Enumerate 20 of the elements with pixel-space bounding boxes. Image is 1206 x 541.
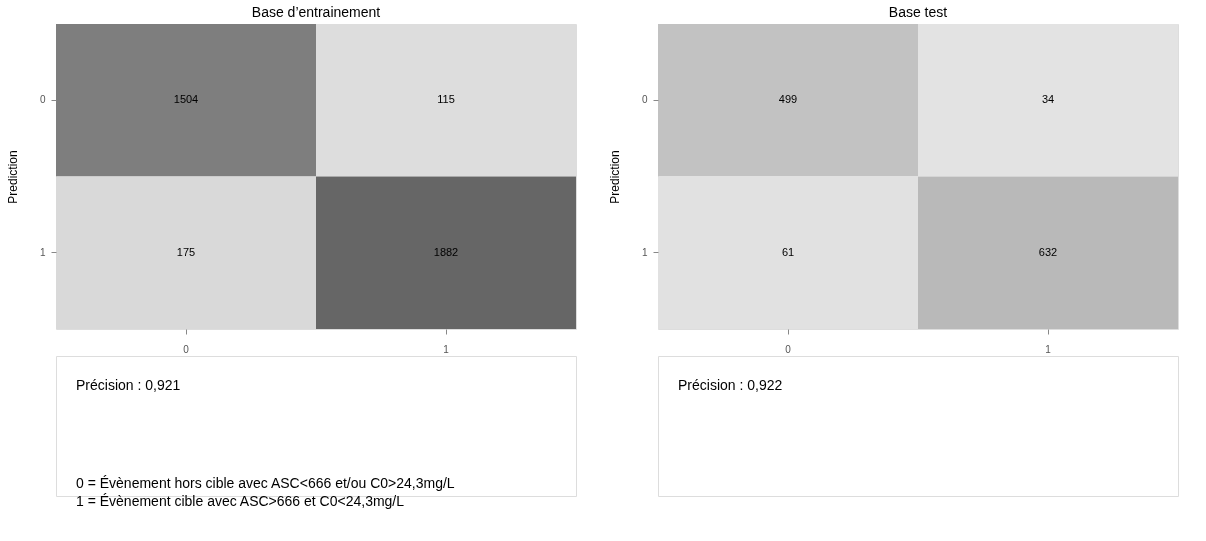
data-label: 175 xyxy=(176,245,196,258)
y-axis-title: Prediction xyxy=(607,150,622,204)
text: 1 = Évènement cible avec ASC>666 et C0<24,3mg/L xyxy=(76,493,405,509)
text: Précision : 0,922 xyxy=(678,377,783,393)
text: Précision : 0,921 xyxy=(76,377,181,393)
text: 0 = Évènement hors cible avec ASC<666 et/ou C0>24,3mg/L xyxy=(76,475,455,491)
x-tick-label: 0 xyxy=(785,343,792,355)
data-label: 61 xyxy=(781,245,795,258)
data-label: 499 xyxy=(778,93,798,106)
data-label: 1882 xyxy=(433,245,459,258)
chart-title: Base d’entrainement xyxy=(251,4,381,20)
y-axis-title: Prediction xyxy=(5,150,20,204)
x-tick-label: 1 xyxy=(443,343,450,355)
data-label: 34 xyxy=(1041,93,1055,106)
x-tick-label: 0 xyxy=(183,343,190,355)
data-label: 1504 xyxy=(173,93,199,106)
data-label: 115 xyxy=(437,93,455,106)
chart-title: Base test xyxy=(888,4,948,20)
data-label: 632 xyxy=(1038,245,1058,258)
x-tick-label: 1 xyxy=(1045,343,1052,355)
